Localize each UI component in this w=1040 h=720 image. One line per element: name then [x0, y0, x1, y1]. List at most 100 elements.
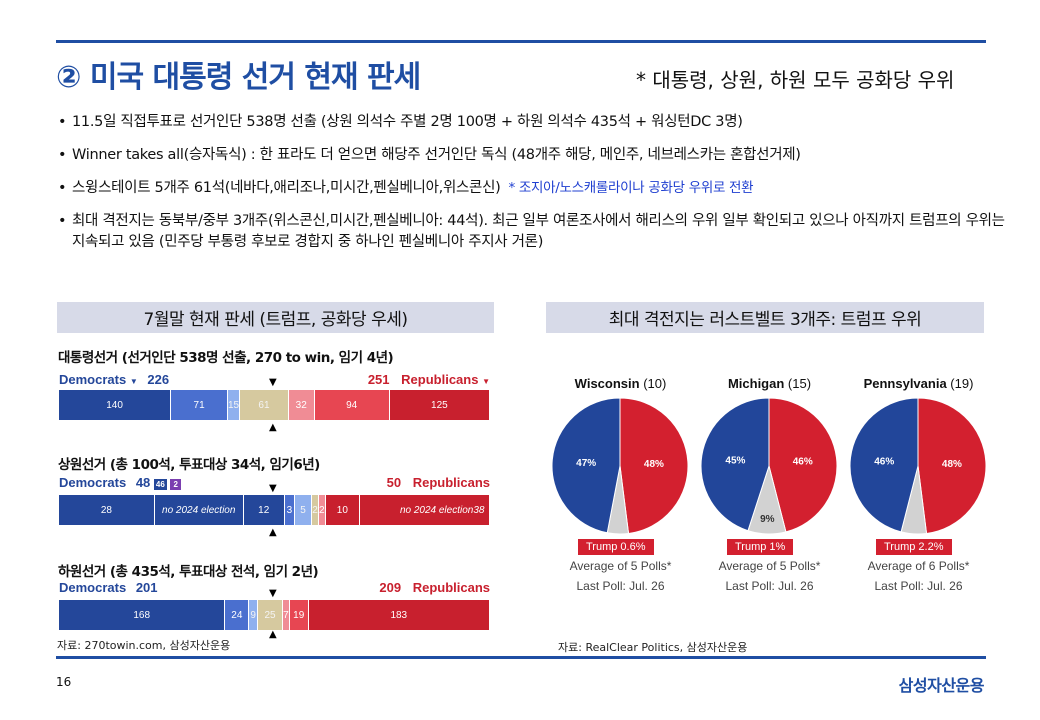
bar-segment: 2 [312, 495, 319, 525]
chart-title-president: 대통령선거 (선거인단 538명 선출, 270 to win, 임기 4년) [58, 350, 394, 366]
bullet-list: 11.5일 직접투표로 선거인단 538명 선출 (상원 의석수 주별 2명 1… [58, 112, 1008, 265]
rep-name: Republicans [412, 475, 490, 490]
pie-slice-label: 45% [725, 456, 745, 467]
bar-segment-label: no 2024 election [399, 504, 474, 516]
page-title: ② 미국 대통령 선거 현재 판세 [56, 60, 421, 95]
bar-segment: 71 [171, 390, 229, 420]
bullet-item: 스윙스테이트 5개주 61석(네바다,애리조나,미시간,펜실베니아,위스콘신) *… [58, 178, 1008, 199]
bar-segment: 9 [249, 600, 259, 630]
rep-total: 251 [367, 372, 390, 387]
midpoint-marker-bottom: ▲ [269, 629, 277, 640]
dem-total: 201 [135, 580, 158, 595]
bar-segment: 168 [59, 600, 226, 630]
bar-segment: 32 [288, 390, 315, 420]
bullet-text: 스윙스테이트 5개주 61석(네바다,애리조나,미시간,펜실베니아,위스콘신) [72, 180, 501, 196]
company-logo: 삼성자산운용 [898, 676, 985, 695]
chart-title-house: 하원선거 (총 435석, 투표대상 전석, 임기 2년) [58, 564, 319, 580]
bar-segment: 61 [240, 390, 289, 420]
bar-segment: 94 [314, 390, 390, 420]
pie-slice-harris [700, 397, 770, 532]
rep-label-senate: 50 Republicans [387, 475, 490, 490]
pie-slice-trump [619, 397, 689, 535]
independent-badge: 2 [170, 479, 181, 490]
bar-segment: 25 [258, 600, 283, 630]
bar-segment: 10 [325, 495, 360, 525]
bar-segment: no 2024 election [154, 495, 244, 525]
bar-segment: 140 [59, 390, 172, 420]
bullet-item: 11.5일 직접투표로 선거인단 538명 선출 (상원 의석수 주별 2명 1… [58, 112, 1008, 133]
state-name: Michigan [727, 376, 785, 391]
bullet-text: Winner takes all(승자독식) : 한 표라도 더 얻으면 해당주… [72, 147, 801, 163]
independent-badge: 46 [153, 479, 167, 490]
state-name: Wisconsin [574, 376, 640, 391]
lead-badge: Trump 2.2% [876, 539, 952, 555]
pie-slice-trump [917, 397, 987, 535]
poll-average: Average of 5 Polls* [569, 559, 672, 573]
rep-total: 209 [379, 580, 402, 595]
poll-average: Average of 5 Polls* [718, 559, 821, 573]
pie-slice-trump [768, 397, 838, 533]
midpoint-marker-top: ▼ [269, 377, 277, 388]
lead-badge: Trump 0.6% [578, 539, 654, 555]
rep-label-house: 209 Republicans [379, 580, 490, 595]
pie-title: Pennsylvania (19) [846, 376, 991, 391]
dem-label-president: Democrats ▼ 226 [59, 372, 170, 387]
pie-group: Wisconsin (10) 48% 47% Trump 0.6% Average of… [548, 372, 693, 602]
pie-slice-label: 48% [942, 459, 962, 470]
president-bar: 140 71 15 61 32 94 125 [59, 390, 490, 420]
rep-name: Republicans [401, 372, 479, 387]
right-source: 자료: RealClear Politics, 삼성자산운용 [558, 641, 748, 654]
electoral-votes: (19) [946, 376, 974, 391]
bullet-text: 최대 격전지는 동북부/중부 3개주(위스콘신,미시간,펜실베니아: 44석).… [72, 213, 1005, 250]
bar-segment: 28 [59, 495, 155, 525]
bar-segment: 15 [228, 390, 241, 420]
bar-segment: 12 [243, 495, 285, 525]
senate-bar: 28 no 2024 election 12 3 5 2 2 10 no 2024 electi… [59, 495, 490, 525]
bar-segment: 183 [308, 600, 490, 630]
midpoint-marker-bottom: ▲ [269, 422, 277, 433]
bar-segment: 2 [318, 495, 326, 525]
rep-total: 50 [386, 475, 402, 490]
pie-group: Michigan (15) 46% 9% 45% Trump 1% Average of … [697, 372, 842, 602]
chart-title-senate: 상원선거 (총 100석, 투표대상 34석, 임기6년) [58, 457, 320, 473]
bar-segment: 7 [282, 600, 290, 630]
dem-total: 226 [147, 372, 170, 387]
rep-name: Republicans [412, 580, 490, 595]
bar-segment: 19 [289, 600, 309, 630]
bar-segment: 24 [225, 600, 250, 630]
pie-title: Wisconsin (10) [548, 376, 693, 391]
top-rule [56, 40, 986, 43]
bar-segment: no 2024 election 38 [359, 495, 490, 525]
dem-name: Democrats [59, 580, 127, 595]
bullet-item: Winner takes all(승자독식) : 한 표라도 더 얻으면 해당주… [58, 145, 1008, 166]
pie-chart: 48% 47% [551, 397, 689, 535]
left-source: 자료: 270towin.com, 삼성자산운용 [57, 639, 231, 652]
dem-name: Democrats [59, 475, 127, 490]
lead-badge: Trump 1% [727, 539, 794, 555]
right-panel-header: 최대 격전지는 러스트벨트 3개주: 트럼프 우위 [546, 302, 984, 333]
bullet-text: 11.5일 직접투표로 선거인단 538명 선출 (상원 의석수 주별 2명 1… [72, 114, 743, 130]
poll-average: Average of 6 Polls* [867, 559, 970, 573]
last-poll: Last Poll: Jul. 26 [874, 579, 963, 593]
pie-slice-label: 46% [874, 457, 894, 468]
pie-group: Pennsylvania (19) 48% 46% Trump 2.2% Average… [846, 372, 991, 602]
bar-segment: 3 [284, 495, 295, 525]
midpoint-marker-bottom: ▲ [269, 527, 277, 538]
pie-slice-label: 9% [760, 514, 775, 525]
bar-segment: 5 [294, 495, 313, 525]
pie-slice-harris [551, 397, 621, 534]
dem-name: Democrats [59, 372, 127, 387]
last-poll: Last Poll: Jul. 26 [725, 579, 814, 593]
pie-slice-label: 46% [793, 457, 813, 468]
left-panel-header: 7월말 현재 판세 (트럼프, 공화당 우세) [57, 302, 494, 333]
electoral-votes: (15) [784, 376, 812, 391]
state-name: Pennsylvania [863, 376, 947, 391]
rep-label-president: 251 Republicans ▼ [367, 372, 490, 387]
pie-slice-label: 47% [576, 458, 596, 469]
midpoint-marker-top: ▼ [269, 483, 277, 494]
electoral-votes: (10) [639, 376, 667, 391]
page-number: 16 [56, 675, 72, 689]
dem-label-house: Democrats 201 [59, 580, 158, 595]
pie-slice-label: 48% [644, 459, 664, 470]
dem-label-senate: Democrats 48 46 2 [59, 475, 181, 490]
